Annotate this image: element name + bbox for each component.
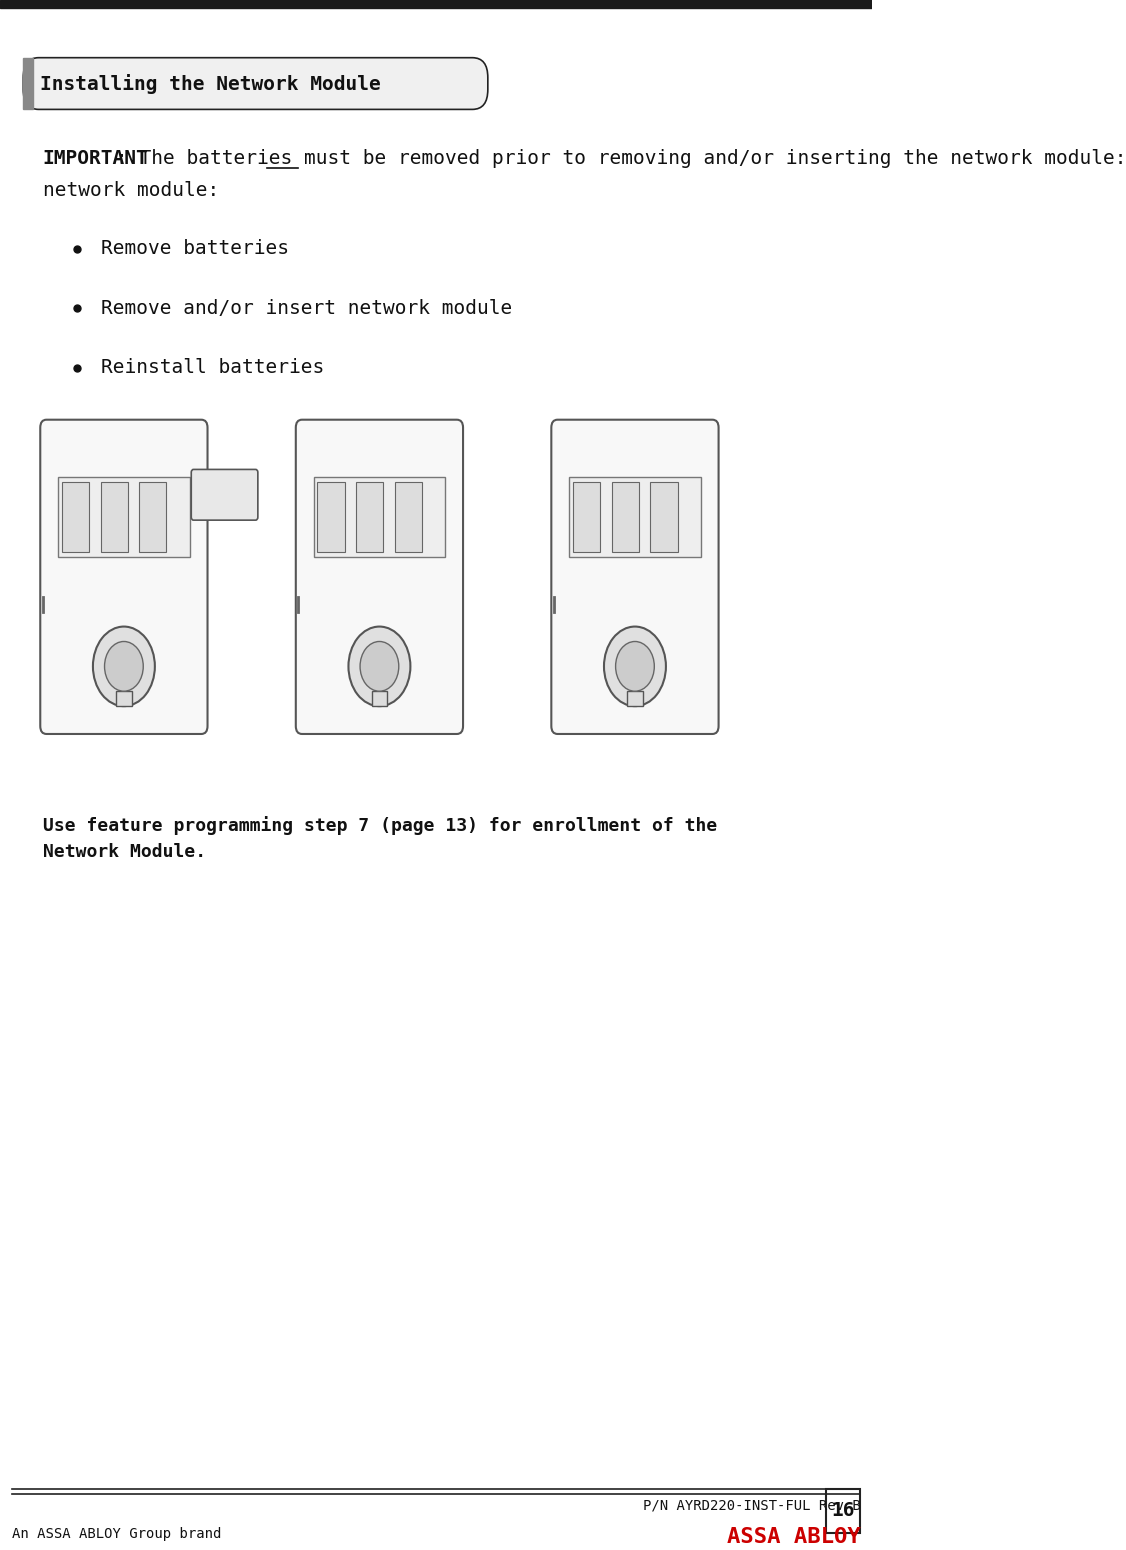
Text: P/N AYRD220-INST-FUL Rev B: P/N AYRD220-INST-FUL Rev B [643, 1499, 860, 1513]
Text: : The batteries must be removed prior to removing and/or inserting the network m: : The batteries must be removed prior to… [116, 149, 1126, 169]
Text: Reinstall batteries: Reinstall batteries [100, 358, 324, 378]
Circle shape [93, 626, 155, 707]
Bar [318, 482, 345, 552]
FancyBboxPatch shape [24, 57, 488, 110]
Text: network module:: network module: [43, 181, 218, 200]
Text: 16: 16 [831, 1502, 855, 1521]
Text: Installing the Network Module: Installing the Network Module [41, 73, 381, 93]
Text: ASSA ABLOY: ASSA ABLOY [726, 1527, 860, 1547]
Bar [573, 482, 600, 552]
Bar [59, 477, 189, 556]
Bar [314, 477, 445, 556]
Circle shape [360, 642, 399, 691]
Text: IMPORTANT: IMPORTANT [43, 149, 149, 169]
Bar [116, 691, 132, 707]
Circle shape [604, 626, 665, 707]
Circle shape [616, 642, 654, 691]
Bar [651, 482, 678, 552]
Text: Use feature programming step 7 (page 13) for enrollment of the: Use feature programming step 7 (page 13)… [43, 815, 717, 834]
FancyBboxPatch shape [191, 470, 258, 521]
Bar [611, 482, 638, 552]
Bar [627, 691, 643, 707]
Text: Remove batteries: Remove batteries [100, 239, 288, 259]
Bar [24, 57, 33, 110]
Bar [140, 482, 167, 552]
Bar [0, 0, 872, 8]
Bar [395, 482, 422, 552]
Bar [826, 1490, 860, 1533]
Text: An ASSA ABLOY Group brand: An ASSA ABLOY Group brand [11, 1527, 221, 1541]
Bar [372, 691, 387, 707]
Text: Network Module.: Network Module. [43, 843, 206, 862]
Circle shape [348, 626, 410, 707]
Circle shape [105, 642, 143, 691]
Bar [62, 482, 89, 552]
Bar [100, 482, 127, 552]
FancyBboxPatch shape [41, 420, 207, 735]
Text: Remove and/or insert network module: Remove and/or insert network module [100, 299, 512, 318]
FancyBboxPatch shape [552, 420, 718, 735]
Bar [569, 477, 700, 556]
Bar [356, 482, 383, 552]
FancyBboxPatch shape [296, 420, 463, 735]
